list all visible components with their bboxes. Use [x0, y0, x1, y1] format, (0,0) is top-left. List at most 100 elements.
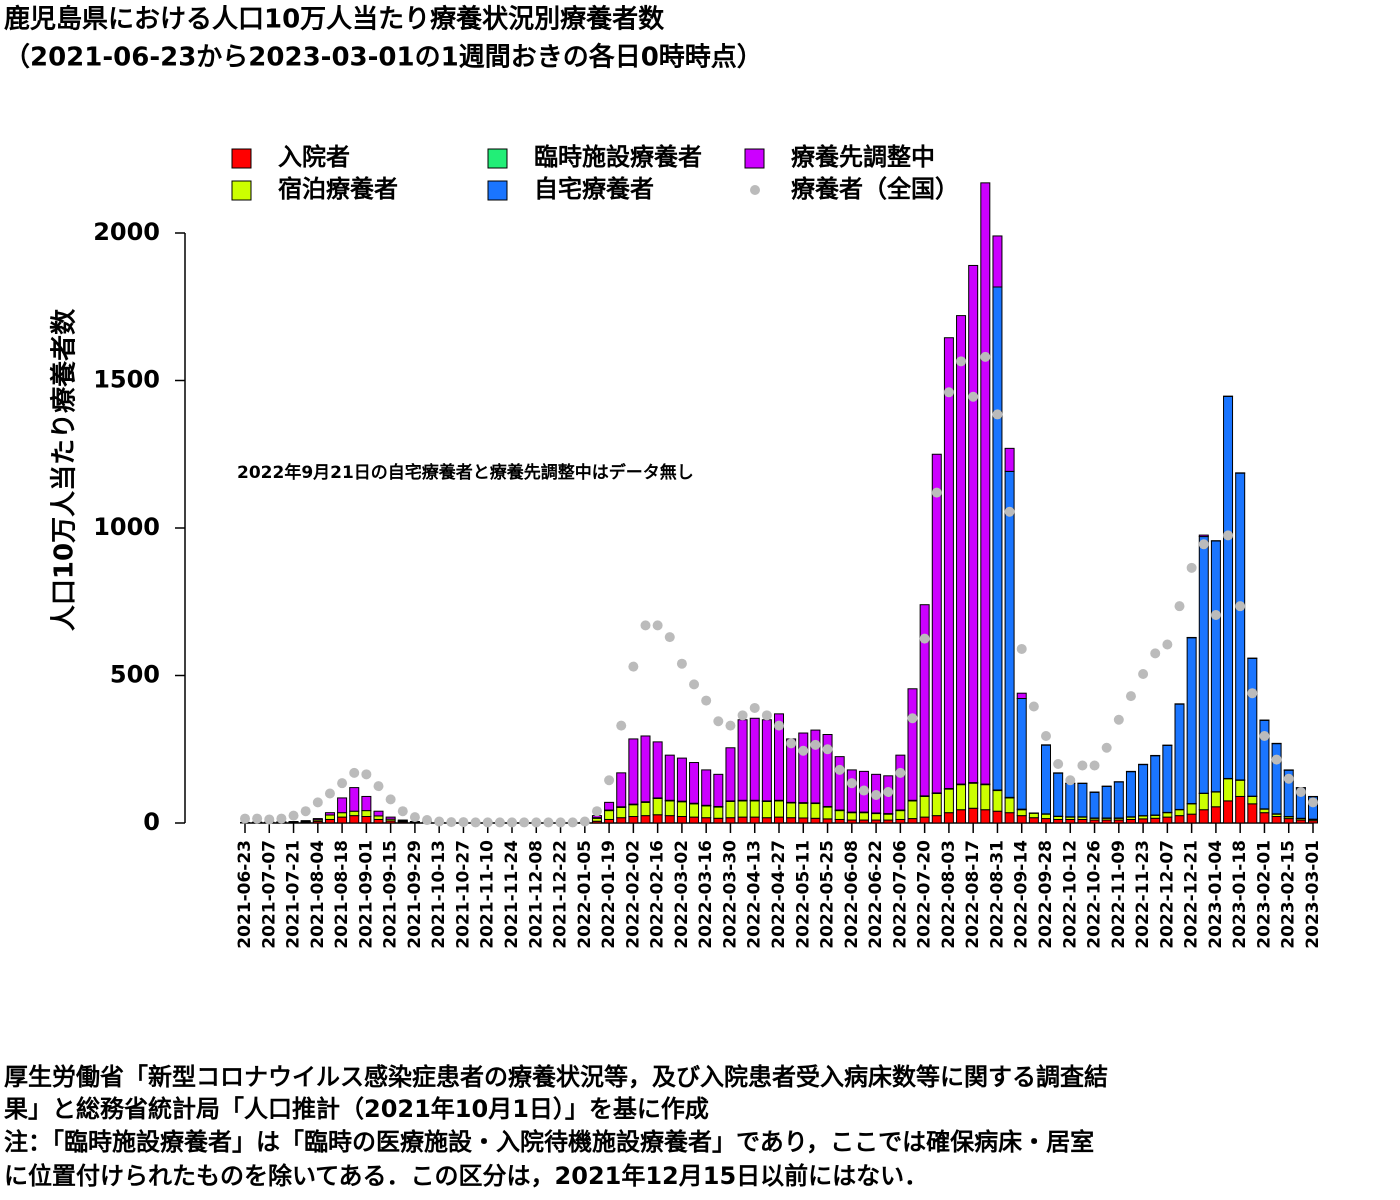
- bar-segment: [737, 719, 748, 801]
- bar-segment: [846, 769, 857, 813]
- footnote: 厚生労働省「新型コロナウイルス感染症患者の療養状況等，及び入院患者受入病床数等に…: [4, 1063, 1108, 1091]
- bar-segment: [1174, 809, 1185, 817]
- point: [1077, 760, 1088, 771]
- point: [968, 391, 979, 402]
- bar-segment: [1016, 809, 1027, 817]
- bar-segment: [640, 735, 651, 803]
- x-tick-label: 2022-07-06: [890, 840, 910, 949]
- point: [300, 806, 311, 817]
- x-tick-label: 2021-12-08: [526, 840, 546, 949]
- bar-segment: [1016, 815, 1027, 824]
- x-tick-label: 2022-09-28: [1036, 840, 1056, 949]
- bar-segment: [689, 803, 700, 818]
- bar-segment: [919, 795, 930, 818]
- bar-segment: [761, 817, 772, 824]
- point: [604, 775, 615, 786]
- point: [1101, 742, 1112, 753]
- x-tick-label: 2022-06-08: [842, 840, 862, 949]
- bar-segment: [919, 816, 930, 824]
- bar-segment: [1235, 795, 1246, 824]
- point: [324, 788, 335, 799]
- point: [1125, 691, 1136, 702]
- point: [1271, 754, 1282, 765]
- bar-segment: [1223, 395, 1234, 779]
- bar-segment: [725, 800, 736, 819]
- bar-segment: [676, 801, 687, 818]
- x-tick-label: 2022-04-13: [745, 840, 765, 949]
- bar-segment: [713, 773, 724, 807]
- bar-segment: [992, 235, 1003, 288]
- x-tick-label: 2022-03-30: [720, 840, 740, 949]
- bar-segment: [980, 809, 991, 824]
- x-tick-label: 2022-02-02: [623, 840, 643, 949]
- point: [458, 817, 469, 828]
- bar-segment: [337, 816, 348, 824]
- y-tick-label: 1500: [93, 366, 160, 394]
- bar-segment: [397, 819, 408, 822]
- bar-segment: [1186, 803, 1197, 815]
- point: [676, 658, 687, 669]
- bar-segment: [992, 286, 1003, 791]
- bar-segment: [1235, 779, 1246, 797]
- legend-label: 療養先調整中: [791, 143, 935, 171]
- bar-segment: [761, 800, 772, 819]
- bar-segment: [943, 812, 954, 824]
- bar-segment: [652, 814, 663, 824]
- bar-segment: [907, 800, 918, 820]
- point: [288, 810, 299, 821]
- point: [1138, 669, 1149, 680]
- legend-label: 自宅療養者: [534, 175, 654, 203]
- bar-segment: [1041, 818, 1051, 824]
- bar-segment: [822, 734, 833, 807]
- bar-segment: [883, 813, 894, 821]
- point: [446, 817, 457, 828]
- x-tick-label: 2022-08-17: [963, 840, 983, 949]
- bar-segment: [1198, 536, 1209, 794]
- bar-segment: [361, 795, 372, 812]
- legend-label: 療養者（全国）: [791, 175, 959, 203]
- bar-segment: [1174, 815, 1185, 824]
- point: [1210, 610, 1221, 621]
- bar-segment: [664, 754, 675, 801]
- bar-segment: [1101, 785, 1112, 819]
- point: [628, 661, 639, 672]
- point: [422, 815, 433, 826]
- point: [822, 744, 833, 755]
- bar-segment: [1053, 818, 1064, 824]
- bar-segment: [349, 815, 360, 824]
- annotation: 2022年9月21日の自宅療養者と療養先調整中はデータ無し: [237, 462, 694, 483]
- bar-segment: [1259, 812, 1270, 824]
- bar-segment: [604, 801, 615, 811]
- x-tick-label: 2021-09-01: [356, 840, 376, 949]
- x-tick-label: 2021-06-23: [235, 840, 255, 949]
- bar-segment: [907, 688, 918, 801]
- x-tick-label: 2022-11-09: [1109, 840, 1129, 949]
- point: [373, 781, 384, 792]
- footnote: 果」と総務省統計局「人口推計（2021年10月1日）」を基に作成: [4, 1095, 709, 1123]
- bar-segment: [798, 817, 809, 824]
- bar-segment: [1041, 744, 1051, 815]
- bar-segment: [1210, 806, 1221, 824]
- bar-segment: [1271, 743, 1282, 815]
- bar-segment: [761, 719, 772, 802]
- x-tick-label: 2021-09-29: [405, 840, 425, 949]
- bar-segment: [810, 803, 821, 819]
- point: [434, 816, 445, 827]
- x-tick-label: 2022-08-03: [939, 840, 959, 949]
- x-tick-label: 2022-03-02: [672, 840, 692, 949]
- bar-segment: [1150, 817, 1161, 824]
- point: [579, 816, 590, 827]
- point: [1235, 601, 1246, 612]
- point: [361, 769, 372, 780]
- bar-segment: [858, 812, 869, 821]
- point: [1174, 601, 1185, 612]
- bar-segment: [895, 754, 906, 811]
- bar-segment: [628, 738, 639, 805]
- point: [907, 713, 918, 724]
- x-tick-label: 2022-09-14: [1012, 840, 1032, 949]
- point: [858, 785, 869, 796]
- bar-segment: [1283, 818, 1294, 824]
- x-tick-label: 2022-12-07: [1157, 840, 1177, 949]
- bar-segment: [931, 453, 942, 794]
- bar-segment: [786, 817, 797, 824]
